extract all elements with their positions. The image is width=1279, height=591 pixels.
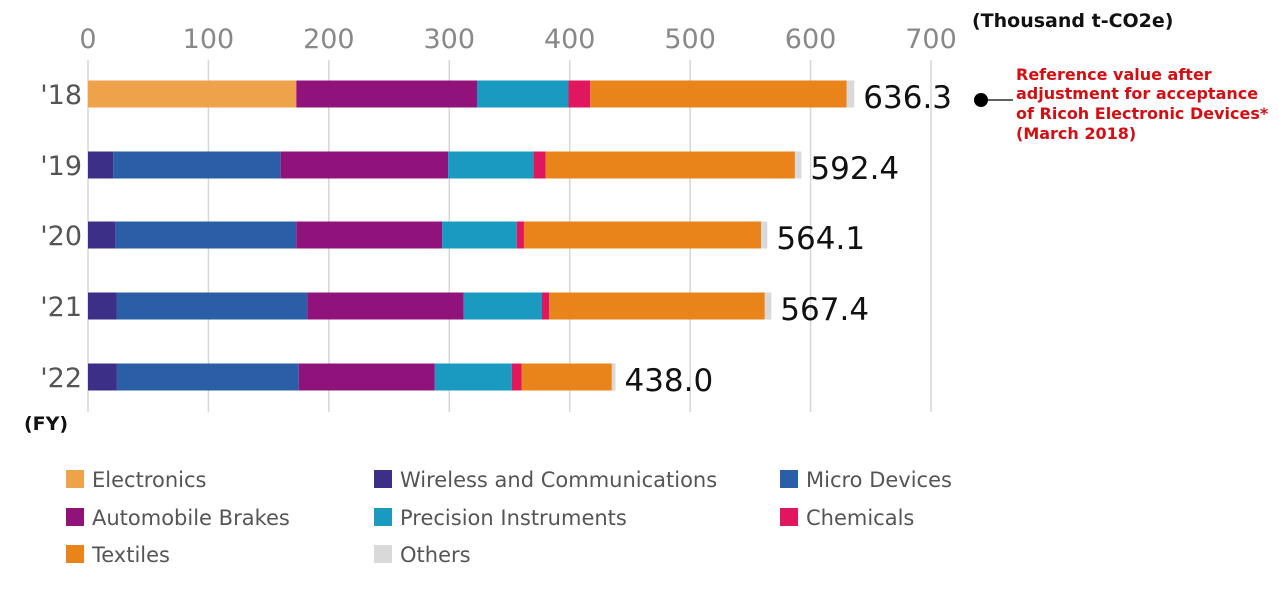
bar-segment — [761, 221, 768, 249]
bar-segment — [545, 151, 795, 179]
bar-segment — [88, 80, 297, 108]
bar-segment — [463, 292, 543, 320]
total-label: 636.3 — [863, 80, 952, 116]
bar-segment — [568, 80, 591, 108]
bars — [88, 80, 855, 391]
bar-segment — [542, 292, 550, 320]
total-label: 567.4 — [780, 292, 869, 328]
x-axis-ticks: 0 100 200 300 400 500 600 700 — [79, 24, 956, 55]
bar-segment — [280, 151, 449, 179]
bar-segment — [88, 221, 116, 249]
legend-swatch — [780, 508, 798, 526]
x-tick-label: 400 — [544, 24, 596, 55]
annotation-line-3: of Ricoh Electronic Devices* — [1016, 104, 1269, 123]
y-category-label: '22 — [40, 363, 82, 394]
unit-label: (Thousand t-CO2e) — [972, 10, 1173, 32]
bar-segment — [434, 363, 512, 391]
x-tick-label: 100 — [183, 24, 235, 55]
x-tick-label: 500 — [664, 24, 716, 55]
legend-label: Wireless and Communications — [400, 468, 717, 492]
bar-segment — [296, 221, 443, 249]
y-category-label: '21 — [40, 292, 82, 323]
bar-segment — [846, 80, 855, 108]
bar-segment — [307, 292, 464, 320]
x-tick-label: 300 — [424, 24, 476, 55]
legend-label: Precision Instruments — [400, 506, 627, 530]
legend-swatch — [374, 470, 392, 488]
y-category-label: '20 — [40, 221, 82, 252]
bar-segment — [116, 363, 299, 391]
y-category-label: '18 — [40, 80, 82, 111]
bar-segment — [296, 80, 477, 108]
bar-segment — [523, 221, 762, 249]
legend-swatch — [780, 470, 798, 488]
legend-label: Micro Devices — [806, 468, 952, 492]
bar-segment — [476, 80, 569, 108]
bar-segment — [516, 221, 524, 249]
bar-segment — [611, 363, 616, 391]
bar-segment — [549, 292, 765, 320]
legend-swatch — [66, 508, 84, 526]
y-axis-title: (FY) — [24, 413, 68, 435]
x-tick-label: 600 — [785, 24, 837, 55]
legend-label: Electronics — [92, 468, 206, 492]
legend-swatch — [374, 508, 392, 526]
bar-segment — [533, 151, 546, 179]
legend-label: Others — [400, 543, 471, 567]
bar-segment — [88, 292, 117, 320]
bar-segment — [88, 363, 117, 391]
legend: Electronics Wireless and Communications Mi… — [66, 468, 952, 567]
bar-segment — [115, 221, 297, 249]
total-label: 438.0 — [624, 363, 713, 399]
legend-label: Textiles — [91, 543, 170, 567]
bar-segment — [298, 363, 435, 391]
annotation-line-1: Reference value after — [1016, 65, 1212, 84]
annotation: Reference value after adjustment for acc… — [974, 65, 1269, 143]
total-label: 564.1 — [776, 221, 865, 257]
bar-segment — [88, 151, 114, 179]
bar-segment — [442, 221, 517, 249]
total-label: 592.4 — [810, 151, 899, 187]
total-labels: 636.3 592.4 564.1 567.4 438.0 — [624, 80, 952, 399]
annotation-line-4: (March 2018) — [1016, 124, 1136, 143]
x-tick-label: 200 — [303, 24, 355, 55]
bar-segment — [113, 151, 281, 179]
bar-segment — [764, 292, 772, 320]
legend-label: Chemicals — [806, 506, 914, 530]
bar-segment — [521, 363, 612, 391]
annotation-line-2: adjustment for acceptance — [1016, 84, 1258, 103]
y-axis-labels: '18 '19 '20 '21 '22 — [40, 80, 82, 394]
legend-swatch — [374, 545, 392, 563]
x-tick-label: 0 — [79, 24, 96, 55]
bar-segment — [116, 292, 308, 320]
y-category-label: '19 — [40, 151, 82, 182]
bar-segment — [448, 151, 534, 179]
legend-swatch — [66, 470, 84, 488]
bar-segment — [794, 151, 802, 179]
bar-segment — [590, 80, 847, 108]
bar-segment — [511, 363, 522, 391]
x-tick-label: 700 — [905, 24, 957, 55]
legend-swatch — [66, 545, 84, 563]
legend-label: Automobile Brakes — [92, 506, 290, 530]
